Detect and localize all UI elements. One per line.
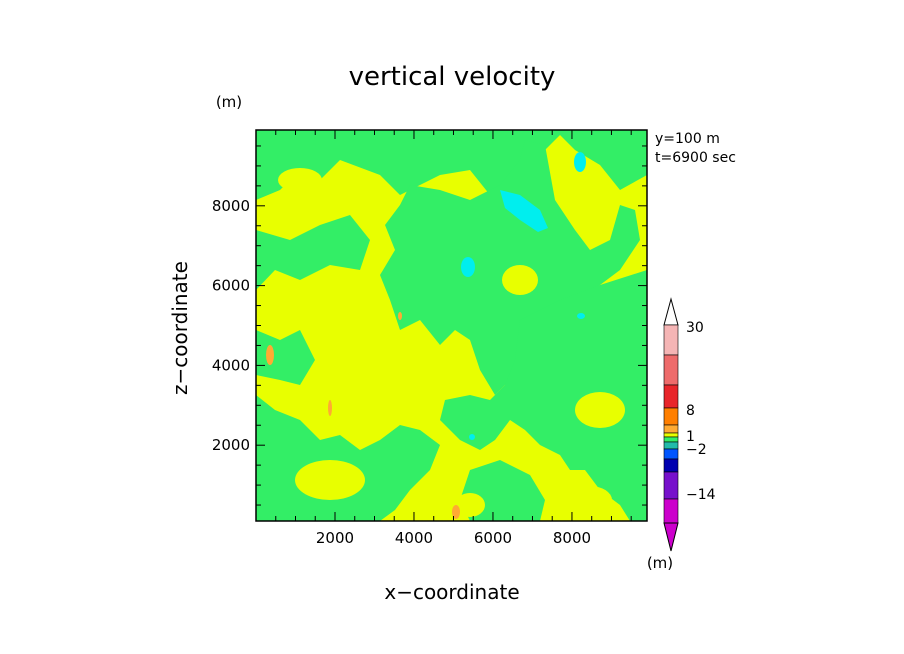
negative-region-top <box>256 130 647 200</box>
y-tick-label: 4000 <box>212 356 250 374</box>
annotation-y: y=100 m <box>655 131 720 147</box>
x-tick-label: 2000 <box>316 529 354 547</box>
y-tick-label: 8000 <box>212 197 250 215</box>
colorbar-label-minus-2: −2 <box>686 442 707 458</box>
annotation-time: t=6900 sec <box>655 150 736 166</box>
colorbar-segment <box>663 436 679 443</box>
positive-island <box>502 265 538 295</box>
negative-region-midleft <box>256 330 315 385</box>
x-tick-label: 4000 <box>395 529 433 547</box>
x-axis-ticks: 2000 4000 6000 8000 <box>275 130 632 547</box>
colorbar-segment <box>663 407 679 426</box>
velocity-field <box>256 130 647 521</box>
colorbar-segment <box>663 424 679 434</box>
strong-negative-region <box>574 152 586 172</box>
colorbar-segment <box>663 471 679 500</box>
negative-region-center <box>380 140 640 395</box>
x-tick-label: 6000 <box>474 529 512 547</box>
y-tick-label: 2000 <box>212 436 250 454</box>
colorbar-segment <box>663 458 679 473</box>
colorbar-unit: (m) <box>647 554 673 572</box>
colorbar-segment <box>663 498 679 524</box>
colorbar-label-minus-14: −14 <box>686 487 716 503</box>
strong-negative-region <box>500 190 548 232</box>
colorbar-label-8: 8 <box>686 403 695 419</box>
negative-region-left <box>256 215 370 290</box>
y-unit-label: (m) <box>216 93 242 111</box>
x-axis-label: x−coordinate <box>384 580 519 604</box>
colorbar-label-1: 1 <box>686 429 695 445</box>
strong-negative-regions <box>461 152 586 440</box>
strong-positive-region <box>398 312 402 320</box>
colorbar-label-30: 30 <box>686 320 704 336</box>
x-tick-label: 8000 <box>553 529 591 547</box>
strong-negative-region <box>577 313 585 319</box>
strong-positive-regions <box>266 312 460 519</box>
chart-title: vertical velocity <box>349 62 556 92</box>
positive-island <box>455 493 485 517</box>
strong-positive-region <box>266 345 274 365</box>
colorbar: 30 8 1 −2 −14 (m) <box>647 297 716 572</box>
colorbar-segment <box>663 441 679 450</box>
positive-island <box>575 392 625 428</box>
colorbar-bottom-arrow <box>663 522 679 552</box>
strong-positive-region <box>452 505 460 519</box>
colorbar-segment <box>663 432 679 438</box>
y-axis-ticks: 2000 4000 6000 8000 <box>212 145 647 506</box>
strong-negative-region <box>469 434 475 440</box>
colorbar-segment <box>663 448 679 460</box>
strong-positive-region <box>328 400 332 416</box>
positive-island <box>568 486 612 514</box>
colorbar-top-arrow <box>663 297 679 326</box>
strong-negative-region <box>461 257 475 277</box>
y-axis-label: z−coordinate <box>168 261 192 395</box>
colorbar-segment <box>663 324 679 356</box>
positive-island <box>295 460 365 500</box>
colorbar-segment <box>663 384 679 409</box>
positive-island <box>278 168 322 192</box>
positive-islands <box>278 168 625 517</box>
negative-region-lowright <box>440 270 647 521</box>
y-tick-label: 6000 <box>212 277 250 295</box>
colorbar-segment <box>663 354 679 386</box>
colorbar-segments <box>663 324 679 524</box>
negative-regions <box>256 130 647 521</box>
